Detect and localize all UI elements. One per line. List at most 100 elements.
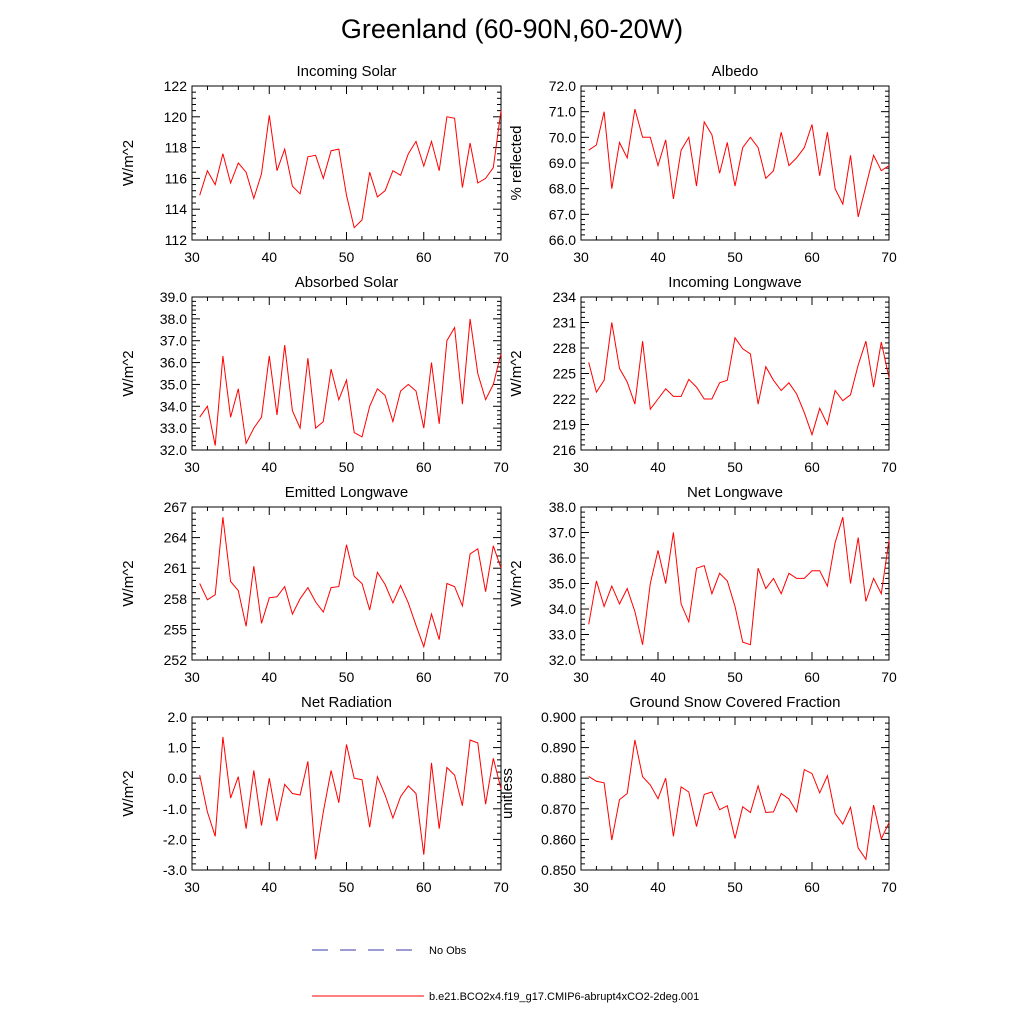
y-tick-label: 69.0 xyxy=(549,155,576,171)
x-tick-label: 60 xyxy=(416,459,432,475)
y-tick-label: 1.0 xyxy=(168,740,188,756)
x-tick-label: 60 xyxy=(416,249,432,265)
chart-panel-5: Net Longwave W/m^2 30 40 50 60 70 32.0 33.0 34.0 3… xyxy=(508,484,897,685)
panel-title: Albedo xyxy=(712,63,759,80)
y-tick-label: 258 xyxy=(164,591,188,607)
x-tick-label: 50 xyxy=(339,459,355,475)
x-tick-label: 50 xyxy=(727,249,743,265)
y-tick-label: 0.890 xyxy=(541,740,576,756)
chart-panel-0: Incoming Solar W/m^2 30 40 50 60 70 112 114 116 11… xyxy=(120,63,509,265)
y-tick-label: 261 xyxy=(164,560,188,576)
x-tick-label: 50 xyxy=(727,459,743,475)
y-tick-label: 32.0 xyxy=(160,442,187,458)
x-tick-label: 30 xyxy=(573,669,589,685)
y-axis-label: W/m^2 xyxy=(508,350,525,396)
plot-frame xyxy=(580,506,890,661)
y-tick-label: 0.850 xyxy=(541,862,576,878)
x-tick-label: 30 xyxy=(184,249,200,265)
y-tick-label: 216 xyxy=(553,442,577,458)
y-tick-label: 70.0 xyxy=(549,129,576,145)
y-tick-label: 37.0 xyxy=(549,525,576,541)
chart-panel-6: Net Radiation W/m^2 30 40 50 60 70 -3.0 -2.0 -1.0… xyxy=(120,694,509,895)
y-tick-label: 228 xyxy=(553,340,577,356)
x-tick-label: 60 xyxy=(416,669,432,685)
y-tick-label: 122 xyxy=(164,78,188,94)
x-tick-label: 70 xyxy=(881,459,897,475)
panel-title: Ground Snow Covered Fraction xyxy=(630,694,841,711)
y-axis-label: % reflected xyxy=(508,125,525,200)
y-tick-label: 222 xyxy=(553,391,577,407)
series-line xyxy=(199,110,502,229)
chart-panel-7: Ground Snow Covered Fraction unitless 30 40… xyxy=(499,694,897,895)
y-tick-label: -1.0 xyxy=(163,801,187,817)
y-tick-label: 35.0 xyxy=(549,576,576,592)
x-tick-label: 50 xyxy=(339,879,355,895)
y-axis-label: W/m^2 xyxy=(120,560,137,606)
x-tick-label: 40 xyxy=(261,249,277,265)
y-axis-label: W/m^2 xyxy=(120,770,137,816)
y-tick-label: 34.0 xyxy=(160,398,187,414)
series-line xyxy=(588,739,890,861)
y-tick-label: 267 xyxy=(164,499,188,515)
y-tick-label: 0.860 xyxy=(541,831,576,847)
x-tick-label: 60 xyxy=(804,669,820,685)
panel-title: Incoming Solar xyxy=(296,63,396,80)
y-tick-label: 116 xyxy=(165,170,188,186)
x-tick-label: 70 xyxy=(881,249,897,265)
page-title: Greenland (60-90N,60-20W) xyxy=(340,14,684,44)
chart-panel-4: Emitted Longwave W/m^2 30 40 50 60 70 252 255 258… xyxy=(120,484,509,685)
panel-title: Net Radiation xyxy=(301,694,392,711)
x-tick-label: 50 xyxy=(727,669,743,685)
x-tick-label: 50 xyxy=(339,249,355,265)
y-tick-label: -3.0 xyxy=(163,862,187,878)
y-tick-label: 36.0 xyxy=(549,550,576,566)
chart-panel-2: Absorbed Solar W/m^2 30 40 50 60 70 32.0 33.0 34.… xyxy=(120,274,509,475)
series-line xyxy=(199,736,502,860)
y-axis-label: W/m^2 xyxy=(508,560,525,606)
series-line xyxy=(588,108,890,218)
x-tick-label: 40 xyxy=(261,459,277,475)
x-tick-label: 60 xyxy=(804,459,820,475)
x-tick-label: 30 xyxy=(573,879,589,895)
y-tick-label: -2.0 xyxy=(163,831,187,847)
y-tick-label: 120 xyxy=(164,109,188,125)
y-tick-label: 68.0 xyxy=(549,181,576,197)
panel-title: Incoming Longwave xyxy=(668,274,801,291)
y-tick-label: 72.0 xyxy=(549,78,576,94)
x-tick-label: 40 xyxy=(650,879,666,895)
x-tick-label: 40 xyxy=(650,459,666,475)
y-tick-label: 36.0 xyxy=(160,355,187,371)
y-tick-label: 35.0 xyxy=(160,376,187,392)
x-tick-label: 60 xyxy=(804,249,820,265)
series-line xyxy=(588,322,890,437)
y-tick-label: 219 xyxy=(553,417,577,433)
x-tick-label: 60 xyxy=(804,879,820,895)
y-tick-label: 0.0 xyxy=(168,770,188,786)
plot-frame xyxy=(191,716,502,871)
legend-label-1: b.e21.BCO2x4.f19_g17.CMIP6-abrupt4xCO2-2… xyxy=(429,991,699,1003)
y-axis-label: unitless xyxy=(499,768,516,819)
x-tick-label: 30 xyxy=(573,249,589,265)
legend: No Obs b.e21.BCO2x4.f19_g17.CMIP6-abrupt4… xyxy=(312,945,699,1003)
x-tick-label: 70 xyxy=(493,459,509,475)
y-tick-label: 39.0 xyxy=(160,289,187,305)
x-tick-label: 40 xyxy=(650,249,666,265)
x-tick-label: 70 xyxy=(493,669,509,685)
y-tick-label: 38.0 xyxy=(160,311,187,327)
series-line xyxy=(588,517,890,646)
x-tick-label: 30 xyxy=(573,459,589,475)
x-tick-label: 40 xyxy=(650,669,666,685)
chart-panel-3: Incoming Longwave W/m^2 30 40 50 60 70 216 219 22… xyxy=(508,274,897,475)
plot-frame xyxy=(580,85,890,241)
y-tick-label: 264 xyxy=(164,530,188,546)
legend-label-0: No Obs xyxy=(429,945,467,957)
x-tick-label: 60 xyxy=(416,879,432,895)
x-tick-label: 50 xyxy=(339,669,355,685)
y-tick-label: 0.870 xyxy=(541,801,576,817)
x-tick-label: 70 xyxy=(881,669,897,685)
y-tick-label: 252 xyxy=(164,652,188,668)
y-tick-label: 33.0 xyxy=(160,420,187,436)
panel-title: Absorbed Solar xyxy=(295,274,398,291)
x-tick-label: 40 xyxy=(261,669,277,685)
